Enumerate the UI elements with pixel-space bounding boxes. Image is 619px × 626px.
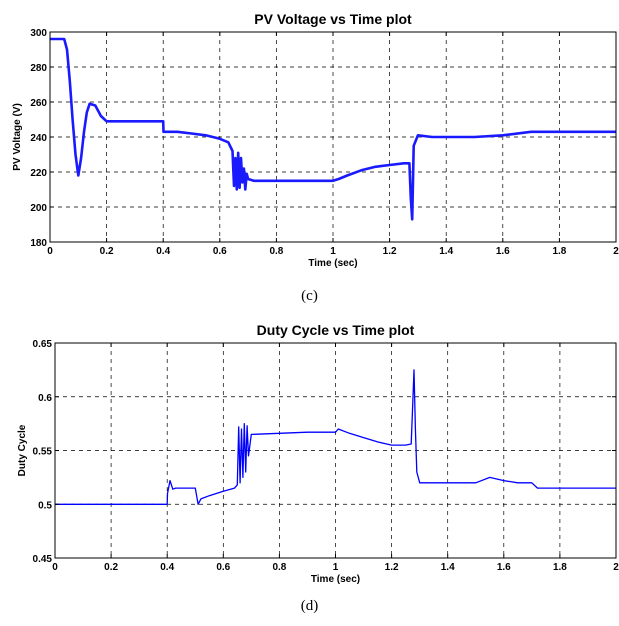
x-tick-label: 1.4 — [439, 246, 453, 257]
x-tick-label: 1 — [330, 246, 336, 257]
x-tick-label: 1.4 — [441, 562, 455, 573]
y-tick-label: 180 — [30, 238, 47, 249]
y-tick-label: 220 — [30, 168, 47, 179]
duty-cycle-chart: Duty Cycle vs Time plot 0 0.2 0.4 0.6 0.8 1 1.2… — [0, 306, 619, 588]
x-tick-label: 1.2 — [385, 562, 399, 573]
x-tick-label: 0.6 — [213, 246, 227, 257]
x-tick-label: 2 — [613, 246, 619, 257]
series-line-0 — [50, 37, 616, 221]
y-tick-label: 0.65 — [33, 339, 53, 350]
x-tick-label: 1.8 — [553, 562, 567, 573]
y-tick-label: 0.45 — [33, 554, 53, 565]
y-axis-label: Duty Cycle — [17, 424, 28, 476]
x-tick-label: 1 — [333, 562, 339, 573]
y-tick-label: 0.6 — [38, 393, 52, 404]
x-axis-label: Time (sec) — [308, 258, 357, 269]
y-tick-label: 0.5 — [38, 500, 52, 511]
x-tick-label: 1.6 — [497, 562, 511, 573]
y-tick-label: 300 — [30, 28, 47, 39]
x-tick-label: 0.8 — [269, 246, 283, 257]
chart-title: Duty Cycle vs Time plot — [257, 322, 415, 338]
y-tick-label: 280 — [30, 63, 47, 74]
x-tick-label: 0.6 — [216, 562, 230, 573]
x-tick-label: 0 — [52, 562, 58, 573]
series-line-0 — [55, 369, 616, 505]
x-tick-label: 0.2 — [100, 246, 114, 257]
x-tick-label: 0.4 — [160, 562, 174, 573]
caption-d: (d) — [300, 598, 319, 614]
pv-voltage-chart-svg: PV Voltage vs Time plot 0 0.2 0.4 0.6 0.8 1 1.2… — [12, 11, 619, 269]
x-tick-label: 0.4 — [156, 246, 170, 257]
x-tick-label: 0.8 — [272, 562, 286, 573]
y-tick-label: 260 — [30, 98, 47, 109]
y-tick-label: 240 — [30, 133, 47, 144]
caption-c: (c) — [301, 288, 318, 304]
x-tick-label: 1.8 — [552, 246, 566, 257]
x-tick-label: 1.6 — [496, 246, 510, 257]
x-tick-label: 1.2 — [383, 246, 397, 257]
y-tick-label: 0.55 — [33, 447, 53, 458]
x-tick-label: 0.2 — [104, 562, 118, 573]
pv-voltage-chart: PV Voltage vs Time plot 0 0.2 0.4 0.6 0.8 1 1.2… — [0, 0, 619, 298]
x-axis-label: Time (sec) — [311, 574, 360, 585]
y-tick-label: 200 — [30, 203, 47, 214]
duty-cycle-chart-svg: Duty Cycle vs Time plot 0 0.2 0.4 0.6 0.8 1 1.2… — [17, 322, 619, 585]
y-axis-label: PV Voltage (V) — [12, 103, 23, 171]
x-tick-label: 2 — [613, 562, 619, 573]
chart-title: PV Voltage vs Time plot — [254, 11, 412, 27]
x-tick-label: 0 — [47, 246, 53, 257]
